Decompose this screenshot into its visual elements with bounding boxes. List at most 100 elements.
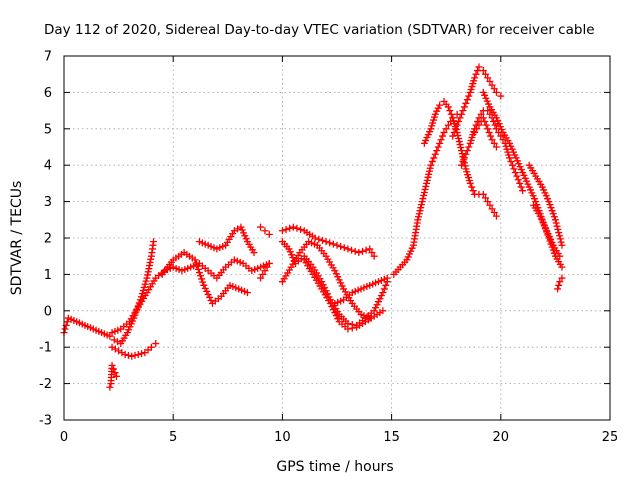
data-point <box>265 259 273 267</box>
data-point <box>440 128 448 136</box>
data-point <box>106 383 114 391</box>
x-tick-label: 25 <box>602 430 619 445</box>
data-point <box>554 225 562 233</box>
data-point <box>358 247 366 255</box>
data-point <box>329 306 337 314</box>
data-point <box>447 118 455 126</box>
data-point <box>198 275 206 283</box>
data-point <box>511 168 519 176</box>
y-tick-label: 5 <box>44 122 52 137</box>
data-point <box>261 227 269 235</box>
data-point <box>379 307 387 315</box>
data-point <box>374 298 382 306</box>
series-tracks-g <box>257 223 273 238</box>
x-tick-label: 0 <box>60 430 68 445</box>
data-point <box>332 270 340 278</box>
data-point <box>486 77 494 85</box>
data-point <box>141 280 149 288</box>
data-point <box>482 70 490 78</box>
data-point <box>61 325 69 333</box>
data-point <box>257 223 265 231</box>
data-point <box>465 92 473 100</box>
data-point <box>455 118 463 126</box>
series-tracks-b <box>108 340 160 360</box>
x-tick-label: 5 <box>169 430 177 445</box>
series-tracks-v <box>554 274 566 293</box>
data-point <box>433 147 441 155</box>
data-point <box>449 132 457 140</box>
data-point <box>487 132 495 140</box>
series-tracks-t <box>525 161 566 249</box>
data-point <box>111 369 119 377</box>
data-point <box>250 249 258 257</box>
data-point <box>466 179 474 187</box>
data-point <box>459 107 467 115</box>
series-tracks-q <box>457 107 527 195</box>
data-point <box>462 99 470 107</box>
data-point <box>203 287 211 295</box>
data-point <box>124 351 132 359</box>
x-axis-label: GPS time / hours <box>276 459 393 475</box>
data-point <box>377 292 385 300</box>
data-point <box>472 70 480 78</box>
data-point <box>425 167 433 175</box>
data-point <box>462 150 470 158</box>
data-point <box>152 340 160 348</box>
data-point <box>286 224 294 232</box>
data-point <box>446 107 454 115</box>
data-point <box>488 205 496 213</box>
data-point <box>481 118 489 126</box>
data-point <box>475 63 483 71</box>
data-point <box>463 96 471 104</box>
data-point <box>199 278 207 286</box>
series-tracks-n <box>390 110 461 278</box>
data-point <box>370 252 378 260</box>
data-point <box>334 273 342 281</box>
data-point <box>382 281 390 289</box>
data-point <box>108 361 116 369</box>
data-point <box>455 135 463 143</box>
data-point <box>473 125 481 133</box>
data-point <box>297 226 305 234</box>
data-point <box>192 259 200 267</box>
y-tick-label: 1 <box>44 268 52 283</box>
data-point <box>311 234 319 242</box>
data-point <box>558 263 566 271</box>
data-point <box>517 183 525 191</box>
data-point <box>488 81 496 89</box>
data-point <box>506 154 514 162</box>
data-point <box>348 246 356 254</box>
data-point <box>289 223 297 231</box>
data-point <box>427 161 435 169</box>
data-point <box>510 165 518 173</box>
data-point <box>340 244 348 252</box>
data-point <box>362 246 370 254</box>
data-point <box>139 287 147 295</box>
data-point <box>484 74 492 82</box>
data-point <box>475 121 483 129</box>
data-point <box>265 230 273 238</box>
data-point <box>555 232 563 240</box>
data-point <box>477 110 485 118</box>
data-point <box>422 182 430 190</box>
series-tracks-r <box>471 114 500 151</box>
data-point <box>444 121 452 129</box>
data-point <box>558 274 566 282</box>
data-point <box>383 274 391 282</box>
data-point <box>513 172 521 180</box>
data-point <box>434 104 442 112</box>
data-point <box>491 121 499 129</box>
data-point <box>332 312 340 320</box>
data-point <box>468 183 476 191</box>
data-point <box>484 107 492 115</box>
data-point <box>433 107 441 115</box>
chart-title: Day 112 of 2020, Sidereal Day-to-day VTE… <box>44 22 595 38</box>
data-point <box>452 125 460 133</box>
data-point <box>460 103 468 111</box>
data-point <box>479 67 487 75</box>
data-point <box>463 147 471 155</box>
data-point <box>282 226 290 234</box>
y-tick-label: 7 <box>44 50 52 65</box>
data-point <box>110 365 118 373</box>
data-point <box>471 128 479 136</box>
